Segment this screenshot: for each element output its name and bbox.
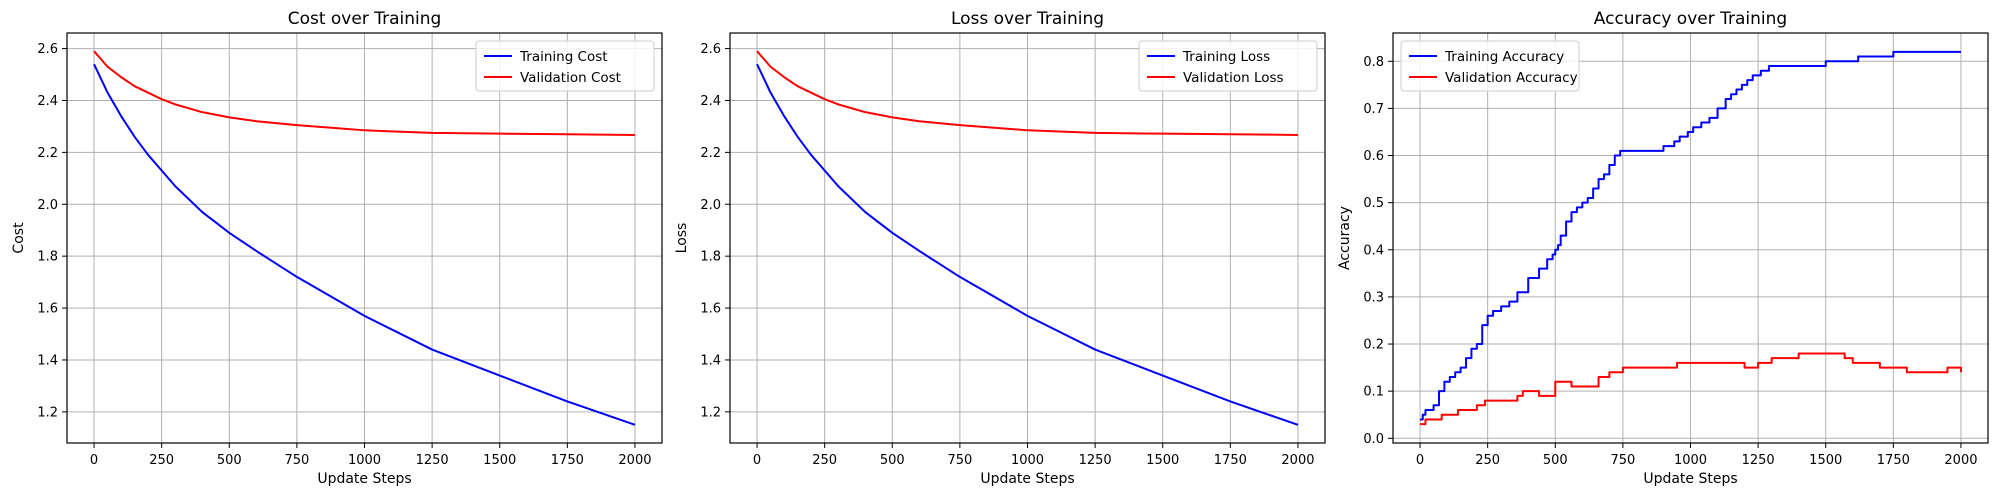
x-tick-label: 1250 — [1079, 453, 1112, 468]
y-axis-label: Accuracy — [1337, 206, 1353, 270]
series-line-validation — [1420, 352, 1962, 426]
y-tick-label: 1.4 — [37, 353, 58, 368]
y-tick-label: 0.8 — [1363, 55, 1384, 70]
x-tick-label: 250 — [149, 453, 174, 468]
y-tick-label: 1.6 — [37, 302, 58, 317]
x-tick-label: 1000 — [348, 453, 381, 468]
series-line-validation — [93, 50, 635, 136]
y-tick-label: 2.0 — [37, 198, 58, 213]
y-tick-label: 1.6 — [700, 302, 721, 317]
x-tick-label: 1000 — [1011, 453, 1044, 468]
y-tick-label: 0.7 — [1363, 102, 1384, 117]
x-tick-label: 2000 — [1944, 453, 1977, 468]
x-tick-label: 1750 — [551, 453, 584, 468]
y-tick-label: 2.2 — [700, 146, 721, 161]
y-tick-label: 1.2 — [37, 405, 58, 420]
x-tick-label: 750 — [284, 453, 309, 468]
x-tick-label: 1250 — [416, 453, 449, 468]
chart-title: Accuracy over Training — [1594, 9, 1787, 29]
x-axis-label: Update Steps — [1643, 471, 1737, 487]
legend: Training Loss Validation Loss — [1138, 40, 1318, 92]
x-tick-label: 750 — [1610, 453, 1635, 468]
x-tick-label: 0 — [1416, 453, 1424, 468]
legend-entry: Validation Loss — [1183, 70, 1284, 86]
legend-entry: Validation Accuracy — [1445, 70, 1578, 86]
x-tick-label: 1750 — [1214, 453, 1247, 468]
chart-title: Loss over Training — [951, 9, 1104, 29]
chart-panel-2: 0 250 500 750 1000 1250 1500 1750 2000 1.2 1.4 1.6 1… — [674, 9, 1326, 487]
series-line-training — [1420, 50, 1961, 421]
x-tick-label: 1000 — [1674, 453, 1707, 468]
y-tick-label: 0.3 — [1363, 290, 1384, 305]
y-tick-label: 2.2 — [37, 146, 58, 161]
chart-panel-1: 0 250 500 750 1000 1250 1500 1750 2000 1.2 1.4 1.6 1… — [11, 9, 663, 487]
x-tick-label: 1500 — [483, 453, 516, 468]
y-tick-label: 0.1 — [1363, 385, 1384, 400]
x-axis-label: Update Steps — [317, 471, 411, 487]
y-tick-label: 2.0 — [700, 198, 721, 213]
y-tick-label: 2.4 — [37, 94, 58, 109]
x-tick-label: 1250 — [1742, 453, 1775, 468]
series-line-validation — [756, 50, 1298, 136]
y-tick-label: 0.4 — [1363, 243, 1384, 258]
y-tick-label: 0.0 — [1363, 432, 1384, 447]
x-tick-label: 500 — [217, 453, 242, 468]
y-tick-label: 2.6 — [37, 42, 58, 57]
x-tick-label: 1750 — [1877, 453, 1910, 468]
chart-title: Cost over Training — [288, 9, 442, 29]
legend: Training Accuracy Validation Accuracy — [1400, 40, 1580, 92]
y-tick-label: 1.4 — [700, 353, 721, 368]
y-tick-label: 2.6 — [700, 42, 721, 57]
y-tick-label: 0.2 — [1363, 338, 1384, 353]
x-tick-label: 1500 — [1146, 453, 1179, 468]
x-axis-label: Update Steps — [980, 471, 1074, 487]
x-tick-label: 500 — [880, 453, 905, 468]
legend-entry: Training Loss — [1182, 49, 1270, 65]
x-tick-label: 250 — [812, 453, 837, 468]
series-line-training — [756, 63, 1299, 426]
x-tick-label: 500 — [1543, 453, 1568, 468]
y-tick-label: 0.6 — [1363, 149, 1384, 164]
legend: Training Cost Validation Cost — [475, 40, 655, 92]
y-tick-label: 0.5 — [1363, 196, 1384, 211]
series-line-training — [93, 63, 636, 426]
x-tick-label: 2000 — [618, 453, 651, 468]
y-axis-label: Cost — [11, 222, 27, 254]
legend-entry: Validation Cost — [520, 70, 621, 86]
y-tick-label: 2.4 — [700, 94, 721, 109]
y-axis-label: Loss — [674, 223, 690, 254]
legend-entry: Training Accuracy — [1444, 49, 1564, 65]
y-tick-label: 1.2 — [700, 405, 721, 420]
chart-panel-3: 0 250 500 750 1000 1250 1500 1750 2000 0.0 0.1 0.2 0… — [1337, 9, 1989, 487]
x-tick-label: 250 — [1475, 453, 1500, 468]
x-tick-label: 1500 — [1809, 453, 1842, 468]
y-tick-label: 1.8 — [37, 250, 58, 265]
legend-box — [475, 40, 655, 92]
y-tick-label: 1.8 — [700, 250, 721, 265]
legend-box — [1138, 40, 1318, 92]
x-tick-label: 750 — [947, 453, 972, 468]
legend-box — [1400, 40, 1580, 92]
x-tick-label: 0 — [90, 453, 98, 468]
x-tick-label: 2000 — [1281, 453, 1314, 468]
legend-entry: Training Cost — [519, 49, 608, 65]
x-tick-label: 0 — [753, 453, 761, 468]
